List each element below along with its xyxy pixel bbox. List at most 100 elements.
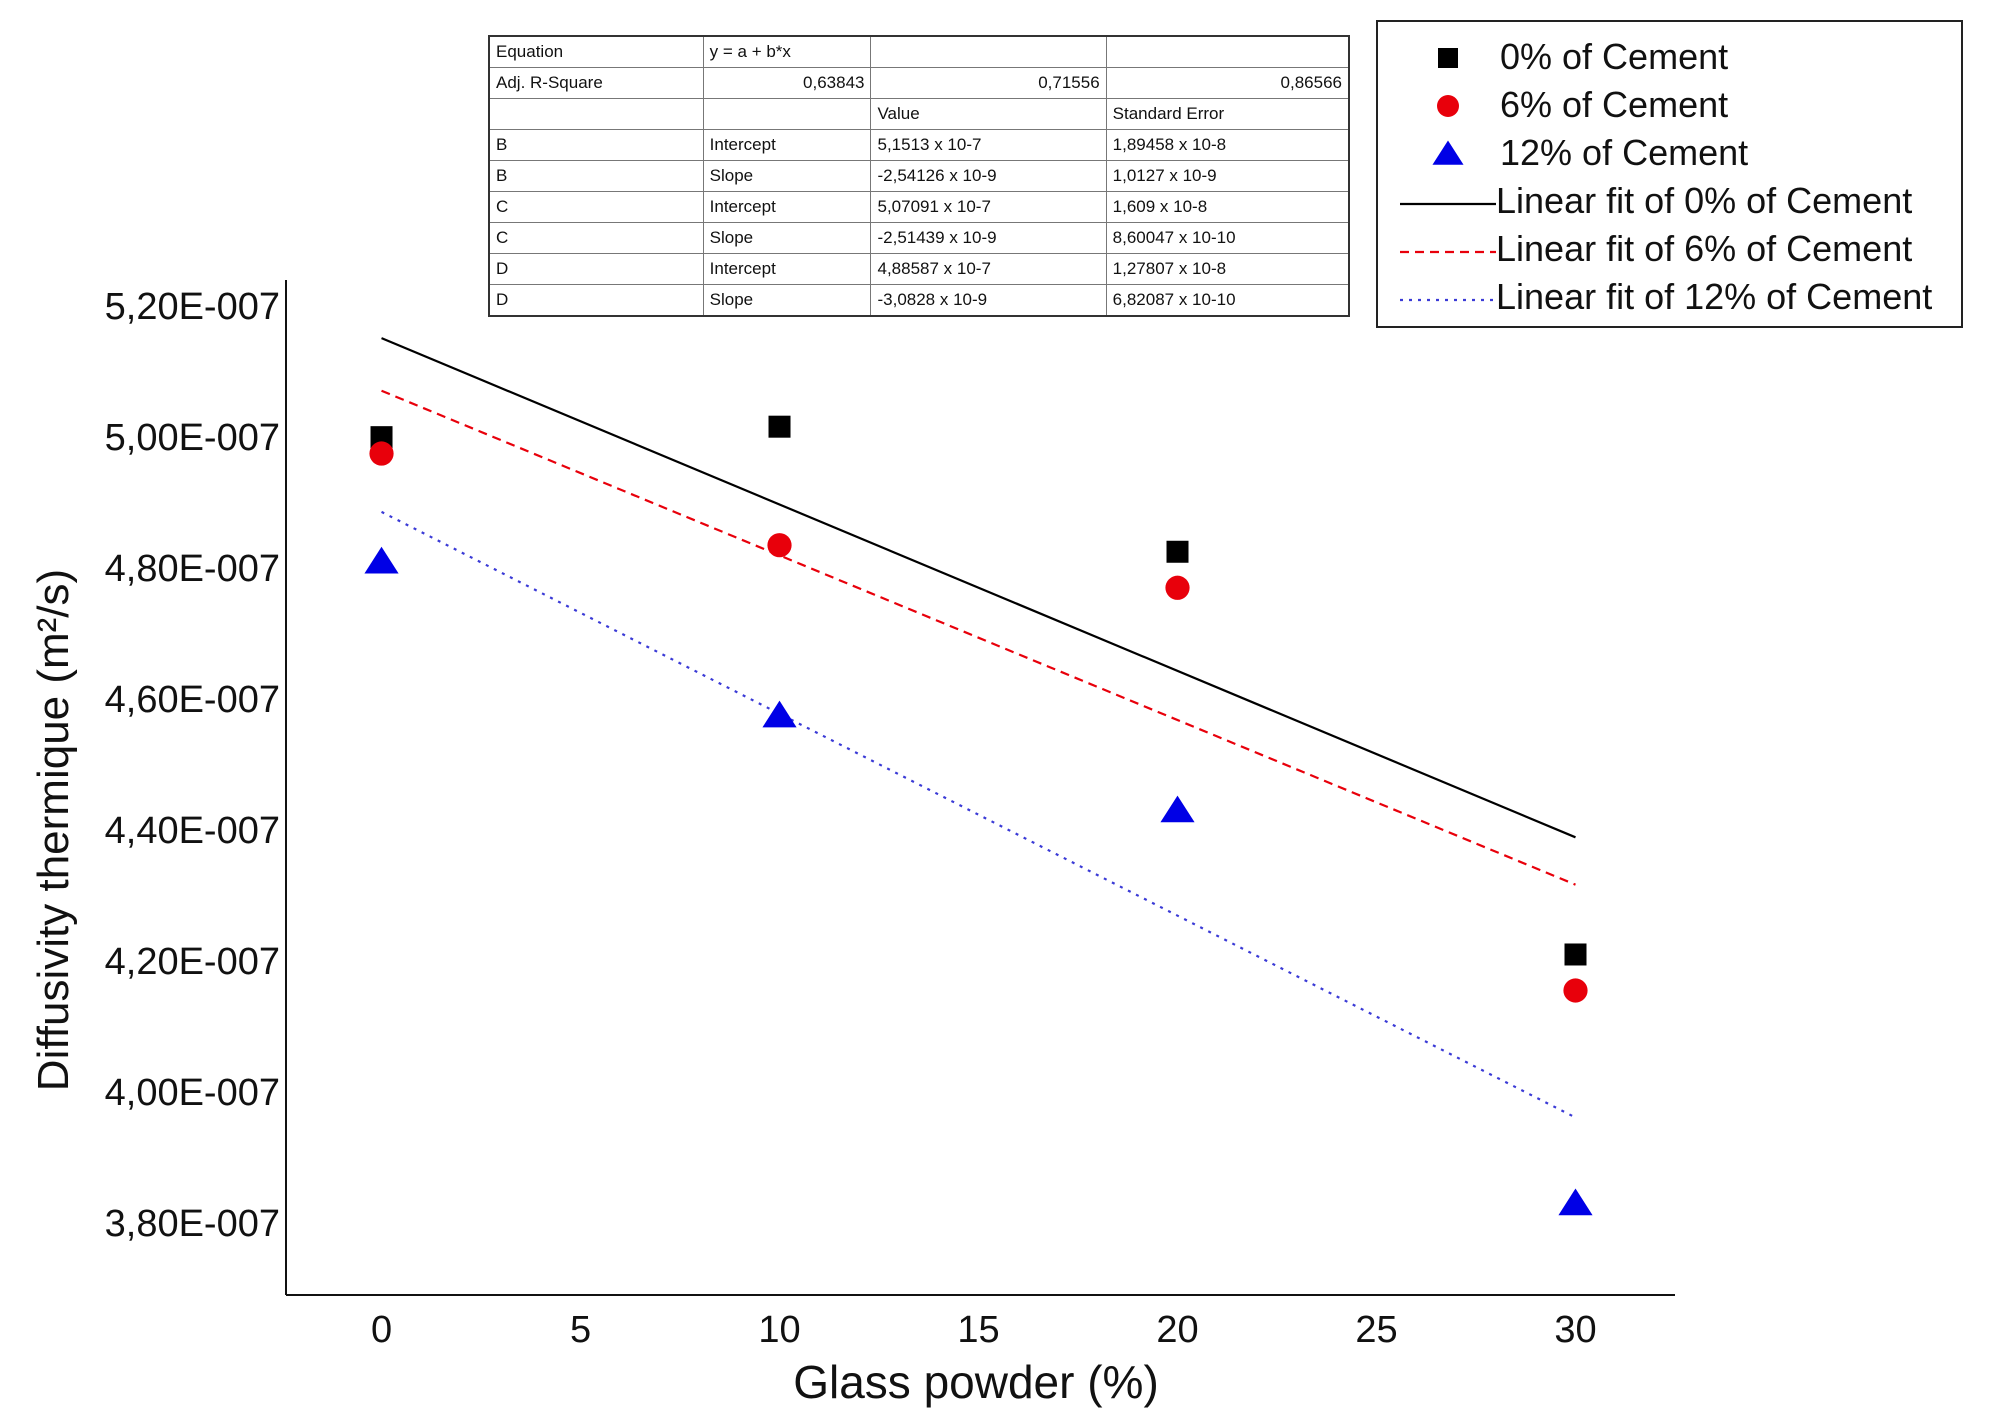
stats-row: Value Standard Error xyxy=(488,98,1350,130)
data-point-square xyxy=(768,415,791,438)
axes: 0 5 10 15 20 25 30 3,80E-007 4,00E-007 4,20E-007 4… xyxy=(105,280,1675,1351)
stats-row: D Intercept 4,88587 x 10-7 1,27807 x 10-8 xyxy=(488,253,1350,285)
legend-symbol xyxy=(1432,140,1464,165)
stats-cell: D xyxy=(488,253,704,285)
stats-cell: -2,54126 x 10-9 xyxy=(870,160,1107,192)
stats-cell: 1,89458 x 10-8 xyxy=(1105,129,1350,161)
y-tick-label: 4,40E-007 xyxy=(105,810,280,852)
data-point-circle xyxy=(1165,575,1190,600)
stats-cell xyxy=(870,35,1107,68)
y-tick-label: 4,80E-007 xyxy=(105,548,280,590)
data-point-circle xyxy=(1563,978,1588,1003)
y-tick-label: 4,60E-007 xyxy=(105,679,280,721)
stats-cell: B xyxy=(488,129,704,161)
stats-cell: Equation xyxy=(488,35,704,68)
legend-label: Linear fit of 6% of Cement xyxy=(1496,228,1913,269)
x-tick-label: 30 xyxy=(1554,1309,1596,1351)
stats-cell: Intercept xyxy=(702,253,872,285)
data-point-triangle xyxy=(1432,140,1464,165)
stats-row: Equation y = a + b*x xyxy=(488,35,1350,68)
stats-cell: 1,0127 x 10-9 xyxy=(1105,160,1350,192)
legend: 0% of Cement 6% of Cement 12% of Cement Lin… xyxy=(1376,20,1963,328)
stats-cell: Value xyxy=(870,98,1107,130)
stats-cell: Slope xyxy=(702,222,872,254)
stats-cell: 6,82087 x 10-10 xyxy=(1105,284,1350,317)
x-axis-label: Glass powder (%) xyxy=(793,1356,1159,1408)
stats-cell xyxy=(1105,35,1350,68)
stats-cell xyxy=(702,98,872,130)
stats-cell: 0,63843 xyxy=(702,67,872,99)
stats-row: B Slope -2,54126 x 10-9 1,0127 x 10-9 xyxy=(488,160,1350,192)
stats-cell xyxy=(488,98,704,130)
fit-line xyxy=(381,389,1576,886)
stats-cell: B xyxy=(488,160,704,192)
fit-line xyxy=(381,337,1576,839)
y-tick-label: 5,20E-007 xyxy=(105,286,280,328)
legend-item: 0% of Cement xyxy=(1378,34,1961,82)
stats-cell: Intercept xyxy=(702,191,872,223)
stats-cell: Slope xyxy=(702,160,872,192)
stats-cell: C xyxy=(488,222,704,254)
stats-cell: y = a + b*x xyxy=(702,35,872,68)
data-point-circle xyxy=(1437,95,1459,117)
y-tick-label: 5,00E-007 xyxy=(105,417,280,459)
legend-label: 6% of Cement xyxy=(1500,84,1729,125)
data-point-square xyxy=(370,426,393,449)
data-point-circle xyxy=(767,533,792,558)
stats-cell: Slope xyxy=(702,284,872,317)
data-point-triangle xyxy=(364,546,399,574)
data-point-square xyxy=(1564,943,1587,966)
data-point-circle xyxy=(369,441,394,466)
legend-symbol xyxy=(1438,48,1458,68)
stats-cell: 5,1513 x 10-7 xyxy=(870,129,1107,161)
fit-line xyxy=(381,510,1576,1119)
stats-cell: Intercept xyxy=(702,129,872,161)
stats-cell: 4,88587 x 10-7 xyxy=(870,253,1107,285)
legend-item: 6% of Cement xyxy=(1378,82,1961,130)
fit-lines xyxy=(381,337,1576,1119)
legend-symbol xyxy=(1400,250,1496,254)
stats-cell: C xyxy=(488,191,704,223)
legend-label: Linear fit of 12% of Cement xyxy=(1496,276,1933,317)
data-point-square xyxy=(1438,48,1458,68)
stats-cell: D xyxy=(488,284,704,317)
legend-symbol xyxy=(1400,298,1496,302)
stats-cell: -2,51439 x 10-9 xyxy=(870,222,1107,254)
y-tick-label: 4,20E-007 xyxy=(105,941,280,983)
x-tick-label: 20 xyxy=(1156,1309,1198,1351)
fit-statistics-table: Equation y = a + b*x Adj. R-Square 0,63843 0… xyxy=(488,35,1350,317)
stats-cell: 0,86566 xyxy=(1105,67,1350,99)
stats-cell: -3,0828 x 10-9 xyxy=(870,284,1107,317)
x-tick-label: 25 xyxy=(1355,1309,1397,1351)
data-point-triangle xyxy=(1558,1188,1593,1216)
y-tick-label: 4,00E-007 xyxy=(105,1072,280,1114)
legend-symbol xyxy=(1400,202,1496,206)
stats-cell: 1,609 x 10-8 xyxy=(1105,191,1350,223)
x-tick-label: 15 xyxy=(957,1309,999,1351)
data-points xyxy=(364,415,1593,1216)
stats-cell: Standard Error xyxy=(1105,98,1350,130)
x-tick-label: 10 xyxy=(758,1309,800,1351)
data-point-square xyxy=(1166,540,1189,563)
stats-cell: 5,07091 x 10-7 xyxy=(870,191,1107,223)
stats-cell: 1,27807 x 10-8 xyxy=(1105,253,1350,285)
legend-item: 12% of Cement xyxy=(1378,130,1961,178)
legend-item: Linear fit of 6% of Cement xyxy=(1378,226,1961,274)
legend-label: 0% of Cement xyxy=(1500,36,1729,77)
legend-label: 12% of Cement xyxy=(1500,132,1749,173)
legend-item: Linear fit of 0% of Cement xyxy=(1378,178,1961,226)
stats-row: C Slope -2,51439 x 10-9 8,60047 x 10-10 xyxy=(488,222,1350,254)
stats-cell: Adj. R-Square xyxy=(488,67,704,99)
legend-item: Linear fit of 12% of Cement xyxy=(1378,274,1961,322)
x-tick-label: 0 xyxy=(371,1309,392,1351)
stats-row: C Intercept 5,07091 x 10-7 1,609 x 10-8 xyxy=(488,191,1350,223)
stats-row: B Intercept 5,1513 x 10-7 1,89458 x 10-8 xyxy=(488,129,1350,161)
y-axis-label: Diffusivity thermique (m²/s) xyxy=(29,569,78,1091)
stats-cell: 0,71556 xyxy=(870,67,1107,99)
legend-label: Linear fit of 0% of Cement xyxy=(1496,180,1913,221)
stats-row: D Slope -3,0828 x 10-9 6,82087 x 10-10 xyxy=(488,284,1350,317)
stats-cell: 8,60047 x 10-10 xyxy=(1105,222,1350,254)
stats-row: Adj. R-Square 0,63843 0,71556 0,86566 xyxy=(488,67,1350,99)
y-tick-label: 3,80E-007 xyxy=(105,1203,280,1245)
